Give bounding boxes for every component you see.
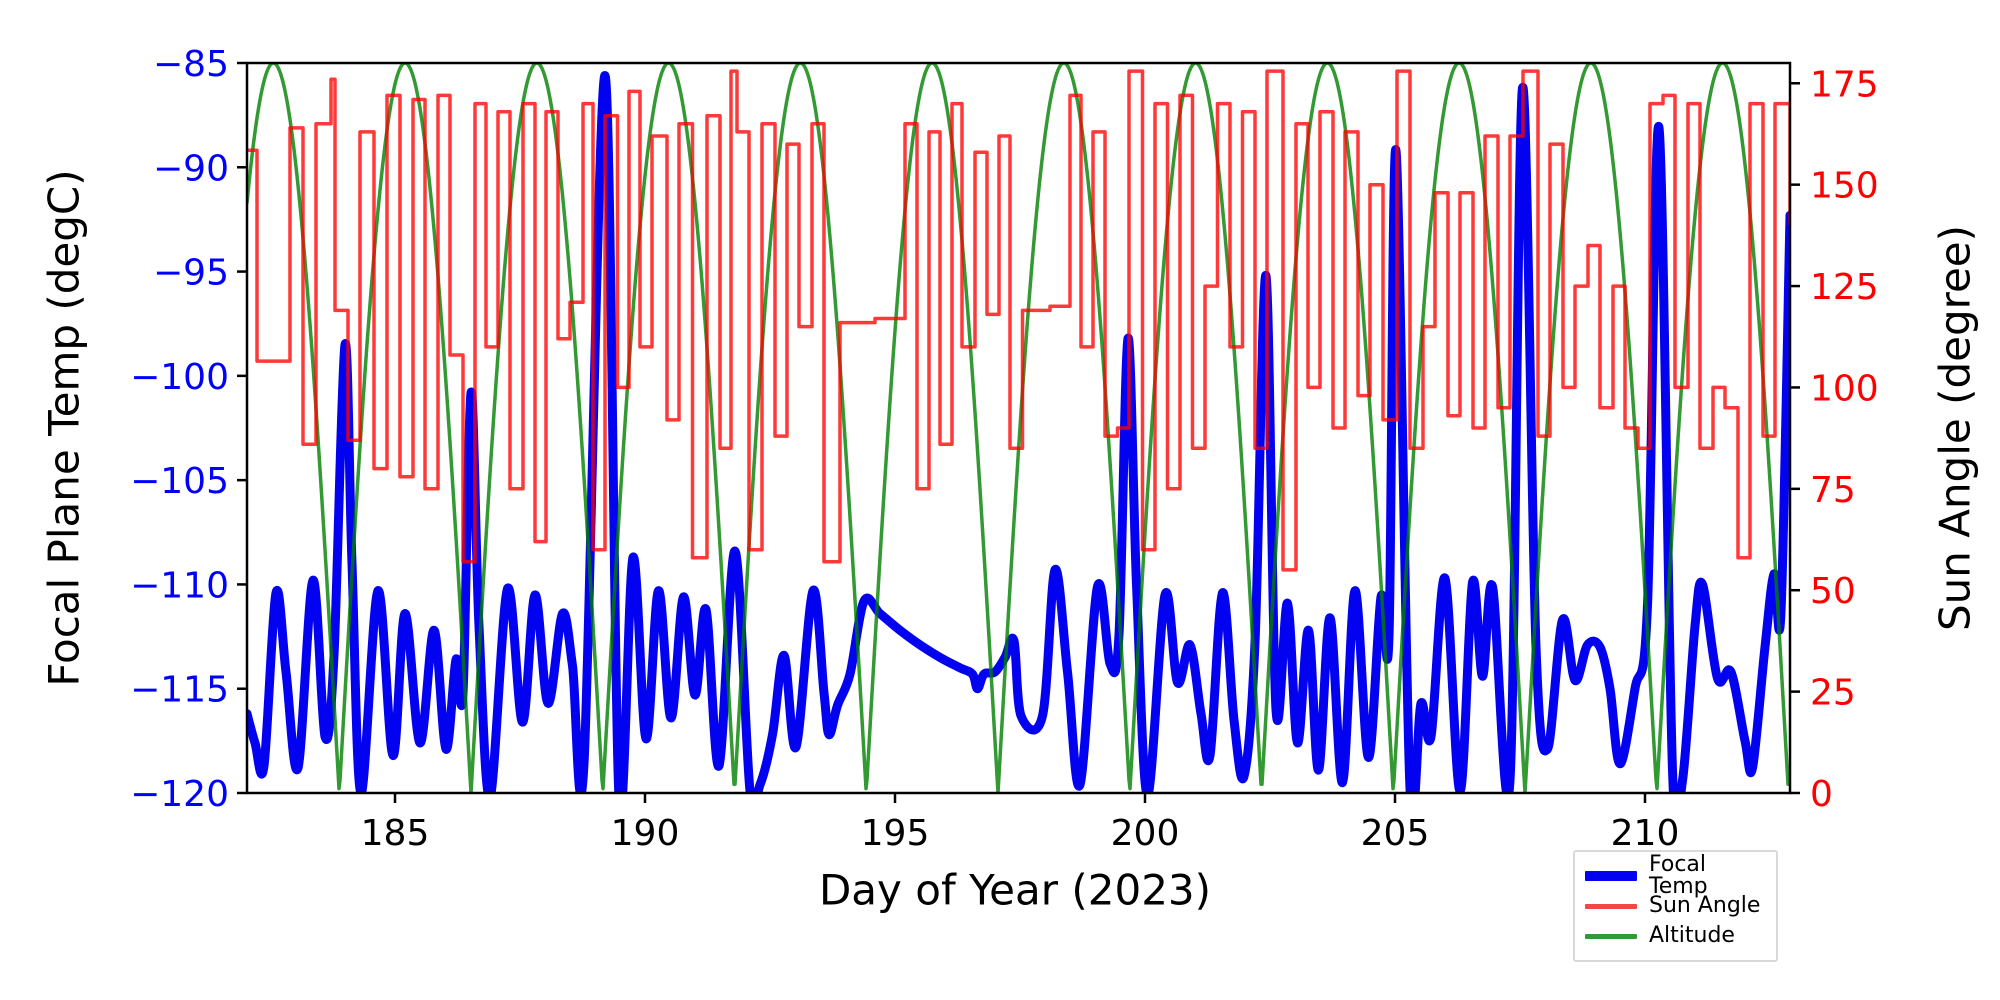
- y-axis-label-right: Sun Angle (degree): [1930, 224, 1980, 632]
- focal-temp-line: [247, 70, 1790, 793]
- y-right-tick-label: 0: [1810, 774, 1833, 815]
- x-tick-label: 205: [1361, 813, 1430, 854]
- legend-label: Focal Temp: [1649, 852, 1708, 899]
- altitude-line-swatch: [1585, 933, 1637, 939]
- legend-label: Altitude: [1649, 923, 1735, 948]
- x-tick-label: 210: [1611, 813, 1680, 854]
- y-right-tick-label: 50: [1810, 571, 1856, 612]
- legend-entry-altitude: Altitude: [1585, 921, 1766, 951]
- y-left-tick-label: −120: [130, 774, 229, 815]
- x-tick-label: 185: [361, 813, 430, 854]
- y-right-tick-label: 100: [1810, 368, 1879, 409]
- y-left-tick-label: −90: [153, 148, 229, 189]
- legend: Focal Temp Sun Angle Altitude: [1573, 850, 1778, 962]
- sun-angle-line-swatch: [1585, 903, 1637, 909]
- focal-temp-line-swatch: [1585, 871, 1637, 881]
- y-right-tick-label: 150: [1810, 166, 1879, 207]
- x-tick-label: 200: [1111, 813, 1180, 854]
- x-tick-label: 190: [611, 813, 680, 854]
- y-left-tick-label: −85: [153, 44, 229, 85]
- legend-label: Sun Angle: [1649, 893, 1761, 918]
- y-left-tick-label: −95: [153, 253, 229, 294]
- plot-spines: [245, 61, 1792, 795]
- y-left-tick-label: −110: [130, 565, 229, 606]
- y-left-tick-label: −115: [130, 670, 229, 711]
- y-axis-label-left: Focal Plane Temp (degC): [39, 169, 89, 687]
- y-right-tick-label: 175: [1810, 64, 1879, 105]
- plot-area: [247, 63, 1790, 793]
- legend-entry-focal-temp: Focal Temp: [1585, 854, 1766, 898]
- legend-entry-sun-angle: Sun Angle: [1585, 891, 1766, 921]
- y-right-tick-label: 125: [1810, 267, 1879, 308]
- y-left-tick-label: −100: [130, 357, 229, 398]
- sun-angle-line: [247, 69, 1790, 572]
- y-right-tick-label: 75: [1810, 470, 1856, 511]
- x-tick-label: 195: [861, 813, 930, 854]
- x-axis-label: Day of Year (2023): [818, 865, 1212, 915]
- y-left-tick-label: −105: [130, 461, 229, 502]
- y-right-tick-label: 25: [1810, 673, 1856, 714]
- altitude-line: [247, 63, 1790, 793]
